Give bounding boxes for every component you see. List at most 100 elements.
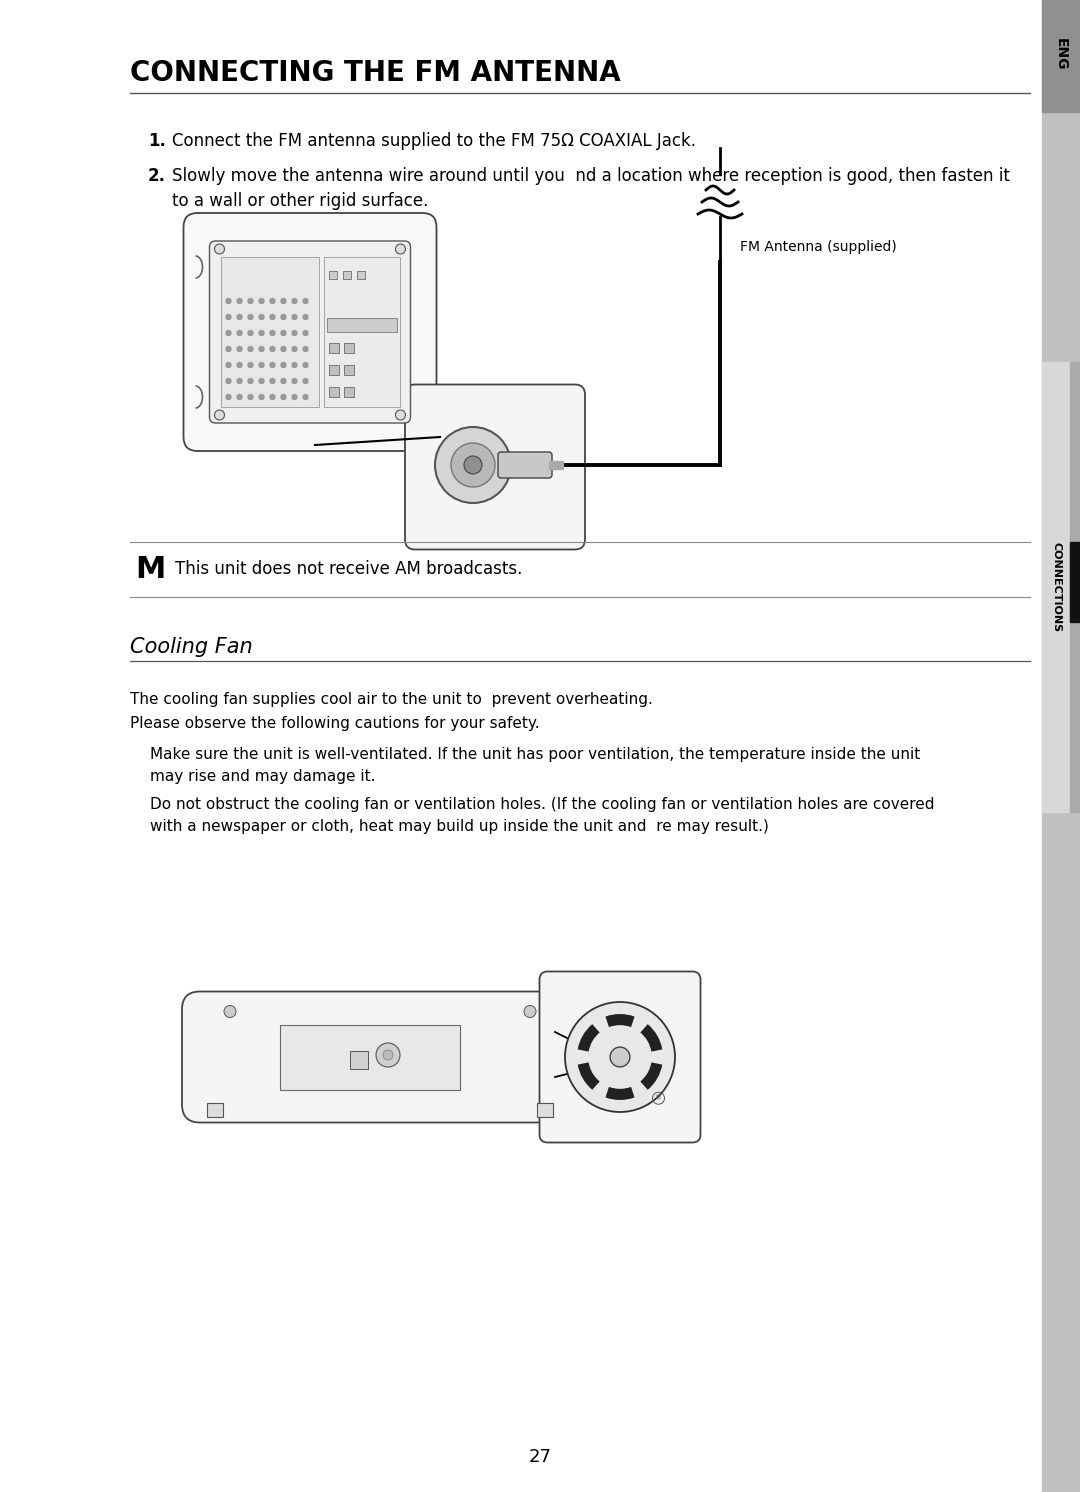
Circle shape — [224, 1006, 237, 1018]
Circle shape — [451, 443, 495, 486]
Circle shape — [237, 379, 242, 383]
Bar — [328, 366, 339, 374]
Circle shape — [259, 331, 264, 336]
Text: This unit does not receive AM broadcasts.: This unit does not receive AM broadcasts… — [175, 561, 523, 579]
Text: CONNECTIONS: CONNECTIONS — [1051, 542, 1061, 633]
Circle shape — [259, 363, 264, 367]
FancyBboxPatch shape — [210, 242, 410, 424]
Text: Slowly move the antenna wire around until you  nd a location where reception is : Slowly move the antenna wire around unti… — [172, 167, 1010, 185]
Circle shape — [395, 245, 405, 254]
Text: Do not obstruct the cooling fan or ventilation holes. (If the cooling fan or ven: Do not obstruct the cooling fan or venti… — [150, 797, 934, 812]
Circle shape — [270, 331, 275, 336]
Bar — [207, 1103, 222, 1116]
Bar — [1042, 0, 1080, 112]
Circle shape — [237, 315, 242, 319]
Circle shape — [226, 394, 231, 400]
Circle shape — [281, 346, 286, 352]
Circle shape — [248, 298, 253, 303]
Circle shape — [270, 394, 275, 400]
Text: FM Antenna (supplied): FM Antenna (supplied) — [740, 240, 896, 254]
Circle shape — [226, 346, 231, 352]
Circle shape — [237, 363, 242, 367]
FancyBboxPatch shape — [184, 213, 436, 451]
Circle shape — [248, 331, 253, 336]
Bar — [327, 318, 396, 333]
FancyBboxPatch shape — [183, 992, 578, 1122]
Text: may rise and may damage it.: may rise and may damage it. — [150, 768, 376, 783]
Text: to a wall or other rigid surface.: to a wall or other rigid surface. — [172, 192, 429, 210]
Circle shape — [303, 346, 308, 352]
Circle shape — [215, 410, 225, 421]
Text: 1.: 1. — [148, 131, 166, 151]
Text: ®: ® — [654, 1095, 662, 1101]
Circle shape — [248, 394, 253, 400]
Text: Please observe the following cautions for your safety.: Please observe the following cautions fo… — [130, 716, 540, 731]
Circle shape — [281, 363, 286, 367]
Circle shape — [292, 394, 297, 400]
Circle shape — [259, 394, 264, 400]
Bar — [328, 386, 339, 397]
Bar — [1070, 363, 1080, 812]
Circle shape — [248, 363, 253, 367]
Circle shape — [259, 346, 264, 352]
Bar — [342, 272, 351, 279]
Circle shape — [303, 315, 308, 319]
Circle shape — [281, 394, 286, 400]
Circle shape — [259, 379, 264, 383]
Bar — [537, 1103, 553, 1116]
Circle shape — [226, 315, 231, 319]
Circle shape — [292, 363, 297, 367]
Text: 27: 27 — [528, 1449, 552, 1467]
Circle shape — [303, 394, 308, 400]
Circle shape — [292, 331, 297, 336]
Text: with a newspaper or cloth, heat may build up inside the unit and  re may result.: with a newspaper or cloth, heat may buil… — [150, 819, 769, 834]
Circle shape — [237, 298, 242, 303]
Circle shape — [281, 298, 286, 303]
Bar — [356, 272, 365, 279]
Text: Connect the FM antenna supplied to the FM 75Ω COAXIAL Jack.: Connect the FM antenna supplied to the F… — [172, 131, 696, 151]
Circle shape — [226, 298, 231, 303]
Circle shape — [610, 1047, 630, 1067]
Circle shape — [376, 1043, 400, 1067]
Circle shape — [303, 331, 308, 336]
Bar — [328, 343, 339, 354]
Circle shape — [248, 315, 253, 319]
Circle shape — [270, 298, 275, 303]
Circle shape — [281, 379, 286, 383]
Bar — [350, 1050, 368, 1068]
Circle shape — [303, 298, 308, 303]
Circle shape — [303, 379, 308, 383]
Bar — [280, 1025, 460, 1089]
FancyBboxPatch shape — [540, 971, 701, 1143]
FancyBboxPatch shape — [498, 452, 552, 477]
Text: The cooling fan supplies cool air to the unit to  prevent overheating.: The cooling fan supplies cool air to the… — [130, 692, 653, 707]
Circle shape — [237, 346, 242, 352]
Circle shape — [292, 379, 297, 383]
Text: 2.: 2. — [148, 167, 166, 185]
Bar — [549, 461, 563, 468]
Circle shape — [270, 379, 275, 383]
Bar — [1070, 542, 1080, 622]
FancyBboxPatch shape — [405, 385, 585, 549]
Bar — [1042, 363, 1070, 812]
Bar — [343, 366, 354, 374]
Text: Cooling Fan: Cooling Fan — [130, 637, 253, 656]
Circle shape — [226, 331, 231, 336]
Circle shape — [292, 298, 297, 303]
Circle shape — [226, 379, 231, 383]
Circle shape — [270, 315, 275, 319]
Circle shape — [226, 363, 231, 367]
Circle shape — [248, 379, 253, 383]
Circle shape — [565, 1003, 675, 1112]
Bar — [220, 257, 319, 407]
Circle shape — [464, 457, 482, 474]
Circle shape — [292, 315, 297, 319]
Text: M: M — [135, 555, 165, 583]
Circle shape — [292, 346, 297, 352]
Bar — [324, 257, 400, 407]
Circle shape — [270, 363, 275, 367]
Circle shape — [395, 410, 405, 421]
Circle shape — [524, 1006, 536, 1018]
Circle shape — [281, 315, 286, 319]
Circle shape — [303, 363, 308, 367]
